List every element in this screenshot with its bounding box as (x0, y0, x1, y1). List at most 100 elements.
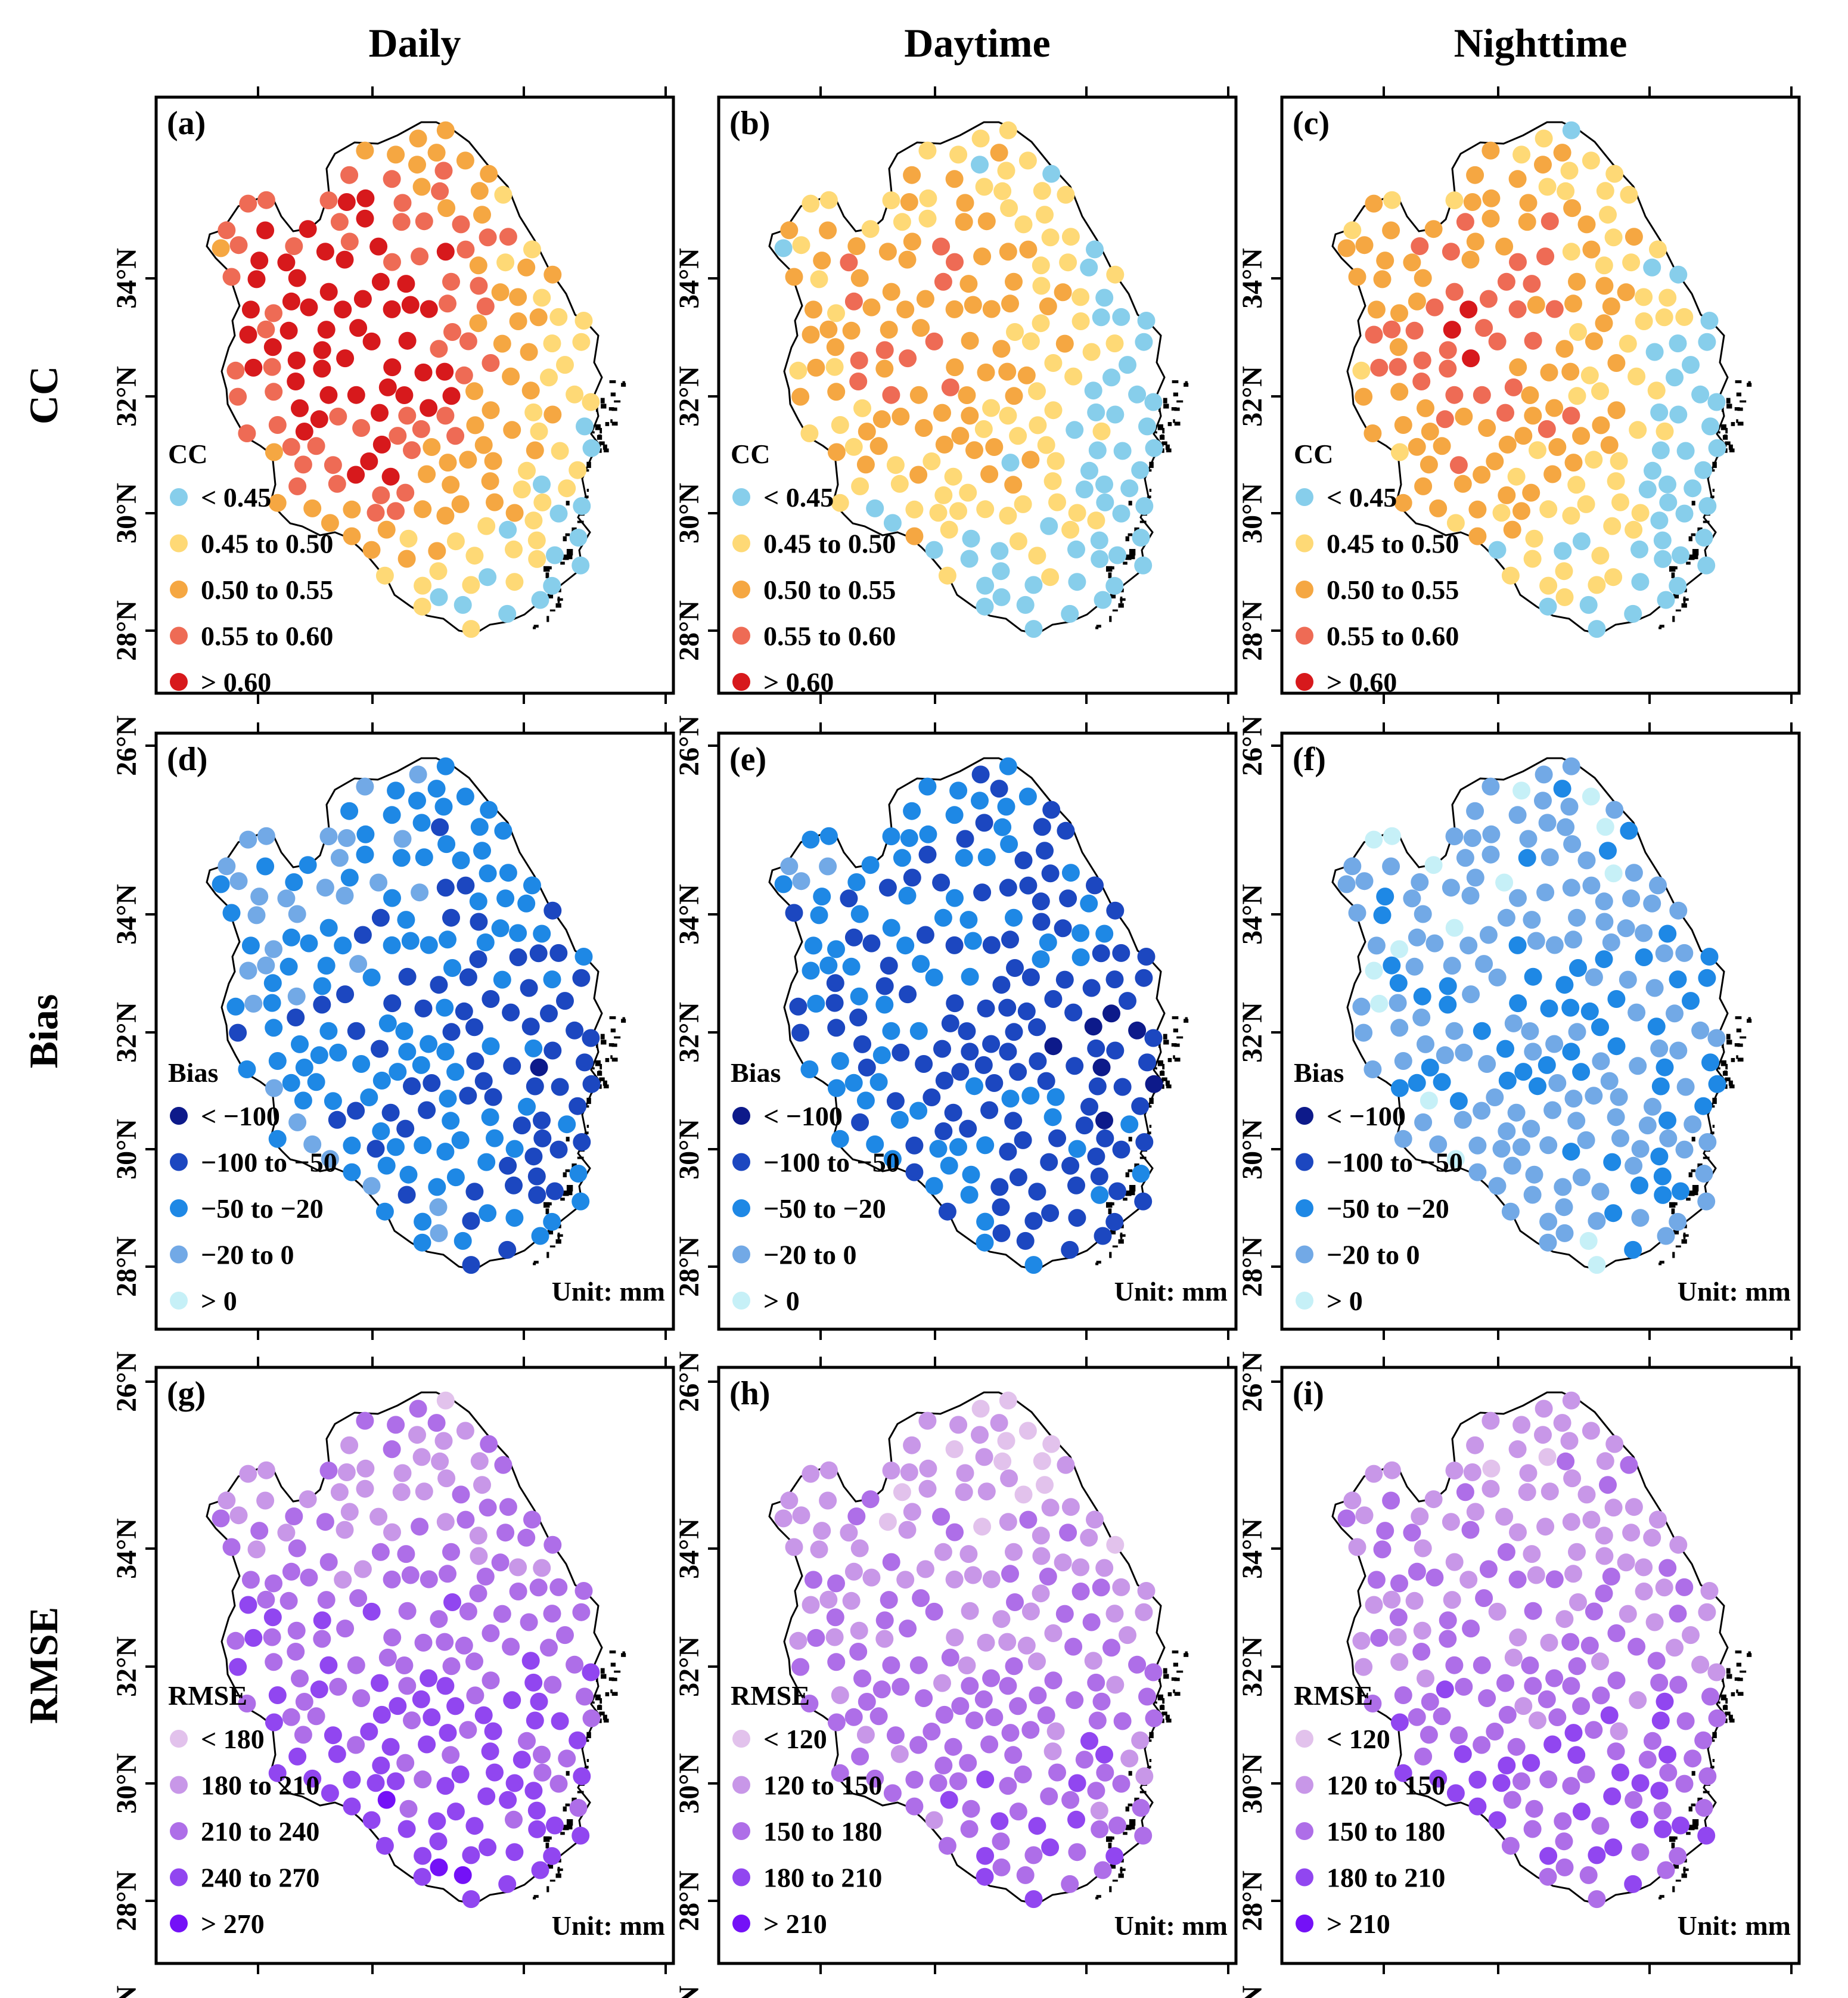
station-point (923, 1088, 941, 1106)
coastal-island (1172, 1016, 1179, 1019)
latitude-label: 26°N (1237, 1985, 1268, 1998)
station-point (1684, 1115, 1702, 1134)
station-point (378, 1014, 397, 1032)
station-point (1577, 495, 1595, 513)
station-point (941, 1648, 959, 1667)
station-point (875, 1630, 894, 1648)
station-point (1032, 1584, 1050, 1603)
coastal-island (1157, 424, 1163, 430)
station-point (946, 253, 964, 271)
station-point (505, 1140, 524, 1158)
coastal-island (1128, 1771, 1132, 1776)
legend-swatch (1296, 1822, 1313, 1840)
coastal-island (611, 1692, 618, 1696)
station-point (992, 1832, 1010, 1851)
station-point (1666, 1639, 1684, 1657)
coastal-island (1125, 1806, 1129, 1812)
station-point (505, 1774, 524, 1792)
station-point (1529, 1711, 1546, 1730)
station-point (1567, 1112, 1586, 1130)
coastal-island (599, 448, 602, 453)
station-point (337, 193, 356, 211)
station-point (1534, 1426, 1552, 1444)
station-point (529, 1578, 548, 1597)
legend-swatch (170, 1730, 188, 1748)
station-point (990, 780, 1008, 798)
coastal-island (609, 1650, 616, 1653)
station-point (1497, 1543, 1515, 1561)
coastal-island (1683, 598, 1689, 601)
station-point (1376, 888, 1394, 906)
legend-label: > 0 (201, 1286, 237, 1316)
station-point (992, 562, 1010, 581)
coastal-island (595, 1042, 598, 1048)
station-point (791, 1658, 810, 1676)
station-point (1348, 904, 1366, 922)
latitude-label: 32°N (673, 366, 705, 427)
station-point (980, 1735, 999, 1754)
station-point (1429, 1769, 1448, 1788)
station-point (1523, 275, 1541, 293)
station-point (1488, 968, 1507, 986)
coastal-island (1147, 497, 1151, 499)
station-point (1135, 333, 1153, 351)
legend-label: 210 to 240 (201, 1816, 319, 1847)
coastal-island (1734, 1677, 1740, 1681)
station-point (476, 1568, 495, 1586)
station-point (250, 252, 269, 270)
station-point (1508, 300, 1527, 318)
station-point (849, 373, 868, 390)
station-point (896, 936, 915, 955)
coastal-island (1725, 427, 1728, 434)
station-point (1631, 1209, 1650, 1227)
station-point (1044, 990, 1063, 1008)
station-point (977, 848, 996, 867)
region-boundary (1331, 121, 1729, 635)
station-point (277, 1524, 296, 1542)
station-point (533, 1559, 551, 1577)
station-point (1591, 382, 1609, 401)
station-point (469, 314, 487, 333)
legend-label: 0.45 to 0.50 (1327, 529, 1459, 559)
coastal-island (611, 1677, 617, 1681)
station-point (1588, 1890, 1606, 1909)
station-point (1481, 141, 1500, 160)
station-point (1595, 913, 1614, 931)
station-point (334, 936, 352, 955)
coastal-island (563, 554, 569, 560)
coastal-island (1712, 489, 1715, 492)
station-point (1414, 269, 1432, 287)
station-point (925, 968, 943, 986)
station-point (1534, 156, 1552, 174)
coastal-island (1747, 1019, 1752, 1023)
station-point (1617, 919, 1635, 938)
coastal-island (1688, 1806, 1692, 1812)
station-point (825, 1628, 844, 1646)
coastal-island (1118, 1239, 1124, 1244)
station-point (1000, 835, 1018, 854)
station-point (1439, 1611, 1457, 1630)
station-point (1001, 294, 1019, 313)
station-point (466, 1686, 484, 1705)
station-point (389, 427, 407, 445)
station-point (1603, 1153, 1622, 1171)
station-point (1545, 399, 1564, 417)
station-point (1555, 1224, 1574, 1242)
station-point (918, 141, 937, 160)
station-point (1523, 1545, 1541, 1563)
coastal-island (1712, 461, 1717, 469)
station-point (268, 1130, 287, 1148)
station-point (313, 977, 331, 995)
station-point (383, 1628, 402, 1647)
station-point (277, 889, 296, 908)
station-point (1568, 1023, 1586, 1041)
legend-label: 0.50 to 0.55 (1327, 575, 1459, 605)
coastal-island (1691, 1137, 1695, 1141)
station-point (319, 386, 338, 404)
station-point (265, 1653, 283, 1671)
station-point (1337, 239, 1356, 257)
station-point (387, 145, 405, 164)
station-point (1029, 1686, 1047, 1705)
station-point (1040, 1787, 1058, 1805)
station-point (470, 913, 488, 931)
